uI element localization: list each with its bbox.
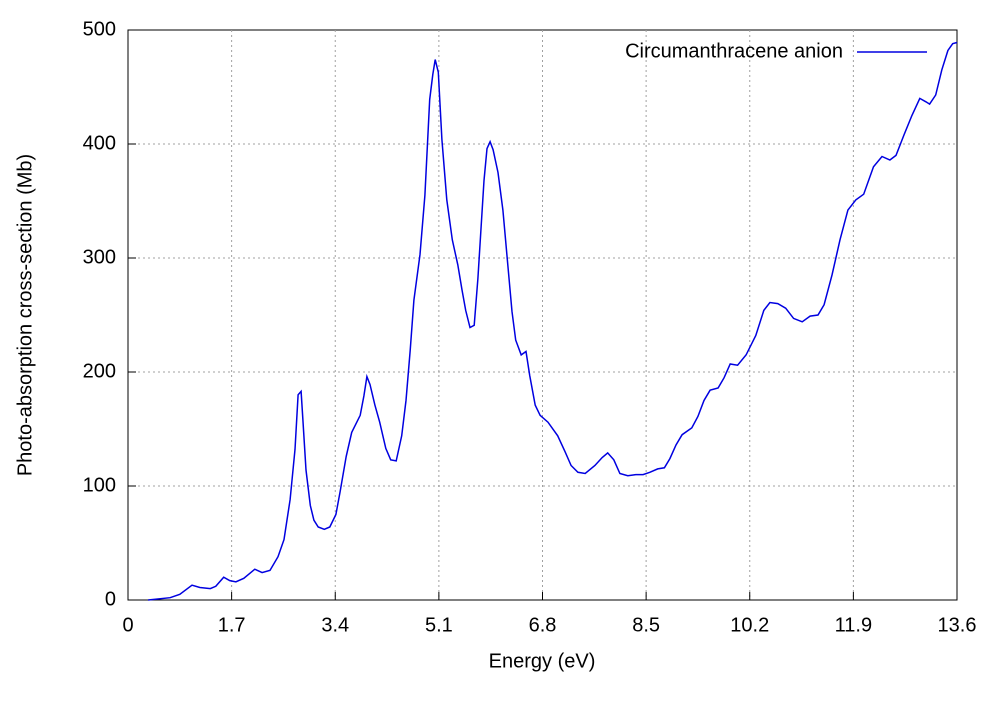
y-axis-label: Photo-absorption cross-section (Mb): [14, 154, 36, 476]
x-axis-label: Energy (eV): [489, 650, 596, 672]
y-tick-label: 500: [83, 18, 116, 40]
y-tick-label: 200: [83, 360, 116, 382]
x-tick-label: 0: [122, 614, 133, 636]
x-tick-label: 11.9: [835, 614, 872, 636]
y-tick-label: 100: [83, 474, 116, 496]
legend-label: Circumanthracene anion: [625, 40, 843, 62]
y-tick-label: 0: [105, 588, 116, 610]
x-tick-label: 10.2: [730, 614, 769, 636]
x-tick-label: 6.8: [529, 614, 557, 636]
y-tick-label: 300: [83, 246, 116, 268]
x-tick-label: 1.7: [218, 614, 246, 636]
x-tick-label: 5.1: [425, 614, 453, 636]
y-tick-label: 400: [83, 132, 116, 154]
line-series: [148, 41, 958, 601]
x-tick-label: 8.5: [632, 614, 660, 636]
x-tick-label: 3.4: [321, 614, 349, 636]
x-tick-label: 13.6: [938, 614, 977, 636]
